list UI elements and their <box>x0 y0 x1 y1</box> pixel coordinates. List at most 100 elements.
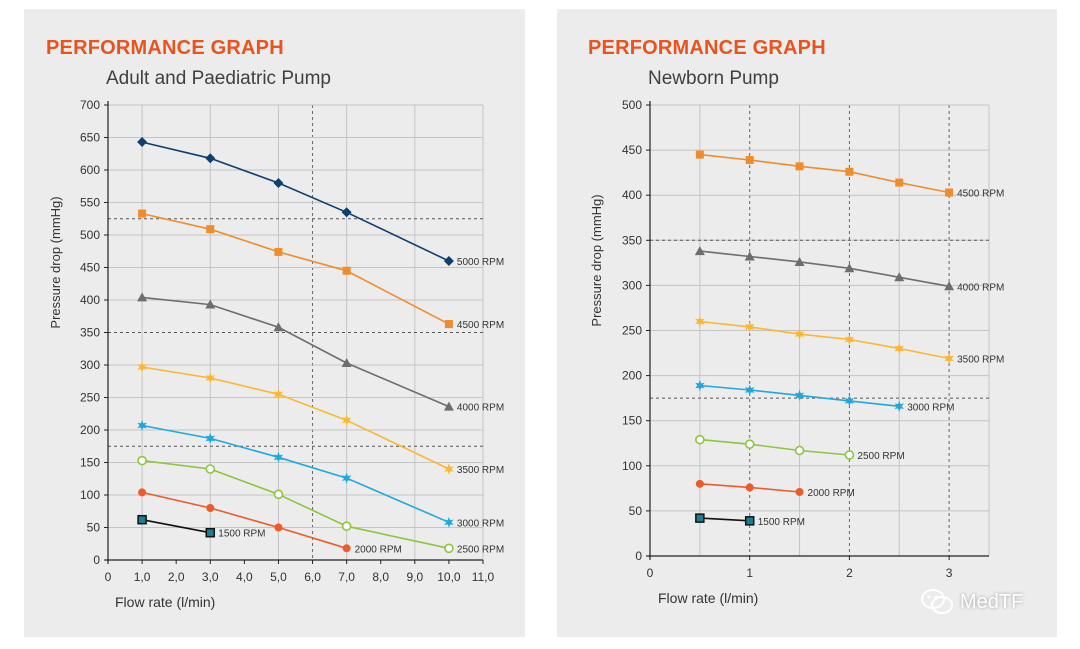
y-tick-label: 150 <box>622 414 642 428</box>
series-3500-rpm-marker <box>794 328 805 340</box>
y-tick-label: 50 <box>629 504 643 518</box>
series-3500-rpm-marker <box>205 372 215 384</box>
series-4500-rpm-marker <box>845 167 854 176</box>
series-4000-rpm-marker <box>844 263 855 273</box>
y-tick-label: 400 <box>80 293 100 307</box>
series-3500-rpm-label: 3500 RPM <box>457 465 504 476</box>
series-2500-rpm-marker <box>794 445 805 456</box>
y-tick-label: 300 <box>80 358 100 372</box>
y-tick-label: 650 <box>80 131 100 145</box>
series-4000-rpm-line <box>142 296 450 408</box>
series-4500-rpm-marker <box>695 150 704 159</box>
y-tick-label: 300 <box>622 278 642 292</box>
series-1500-rpm-line <box>699 517 750 522</box>
series-2000-rpm-marker <box>274 523 283 532</box>
series-2500-rpm-marker <box>205 464 216 474</box>
series-4500-rpm-marker <box>342 266 351 275</box>
x-tick-label: 7,0 <box>338 570 355 584</box>
y-tick-label: 350 <box>80 326 100 340</box>
chart-subtitle: Newborn Pump <box>648 68 779 89</box>
series-4500-rpm: 4500 RPM <box>138 209 504 331</box>
series-4000-rpm-marker <box>205 299 216 309</box>
series-5000-rpm-marker <box>205 153 216 164</box>
x-tick-label: 6,0 <box>304 570 321 584</box>
series-4000-rpm-marker <box>443 401 454 411</box>
series-3500-rpm: 3500 RPM <box>695 316 1004 365</box>
series-4500-rpm-marker <box>945 188 954 197</box>
series-4500-rpm-line <box>699 153 950 194</box>
y-tick-label: 450 <box>622 143 642 157</box>
series-2500-rpm-line <box>699 438 850 456</box>
series-2500-rpm-label: 2500 RPM <box>857 451 904 462</box>
chart-heading: PERFORMANCE GRAPH <box>588 37 826 59</box>
series-2500-rpm-marker <box>744 439 755 449</box>
series-3500-rpm-marker <box>894 343 904 354</box>
series-3000-rpm-marker <box>894 400 904 412</box>
series-3000-rpm: 3000 RPM <box>695 380 955 413</box>
x-tick-label: 11,0 <box>472 570 495 584</box>
series-2000-rpm-label: 2000 RPM <box>808 488 855 499</box>
series-4500-rpm-marker <box>444 320 453 329</box>
series-4000-rpm-marker <box>694 246 705 256</box>
y-tick-label: 250 <box>622 324 642 338</box>
series-1500-rpm: 1500 RPM <box>695 513 805 528</box>
series-4500-rpm-marker <box>274 247 283 256</box>
series-4000-rpm-marker <box>944 281 955 291</box>
series-2500-rpm-marker <box>844 450 855 460</box>
series-2000-rpm: 2000 RPM <box>138 488 402 555</box>
series-4500-rpm-marker <box>795 162 804 171</box>
series-3000-rpm-marker <box>444 516 454 528</box>
series-3000-rpm-line <box>141 424 450 524</box>
series-3500-rpm: 3500 RPM <box>137 361 504 476</box>
series-4500-rpm-marker <box>745 156 754 165</box>
series-3500-rpm-line <box>141 366 450 470</box>
series-1500-rpm-line <box>141 518 211 534</box>
series-3500-rpm-marker <box>844 334 855 345</box>
series-4500-rpm-marker <box>138 209 147 218</box>
series-2000-rpm-marker <box>138 488 147 497</box>
series-2000-rpm-marker <box>795 487 804 496</box>
series-3500-rpm-line <box>699 320 950 360</box>
x-tick-label: 3,0 <box>202 570 219 584</box>
series-3500-rpm-marker <box>944 353 954 364</box>
x-tick-label: 9,0 <box>406 570 423 584</box>
y-tick-label: 200 <box>80 423 100 437</box>
watermark-text: MedTF <box>960 590 1024 613</box>
series-3000-rpm-marker <box>744 384 755 396</box>
series-4000-rpm-label: 4000 RPM <box>457 403 504 414</box>
series-5000-rpm-marker <box>341 207 352 218</box>
series-4500-rpm-marker <box>206 225 215 234</box>
series-3000-rpm-marker <box>273 451 284 463</box>
x-tick-label: 10,0 <box>437 570 461 584</box>
y-tick-label: 500 <box>622 98 642 112</box>
series-5000-rpm-line <box>141 141 450 262</box>
y-tick-label: 150 <box>80 456 100 470</box>
series-4000-rpm: 4000 RPM <box>137 292 504 414</box>
y-tick-label: 250 <box>80 391 100 405</box>
x-tick-label: 1 <box>746 566 753 580</box>
series-2000-rpm: 2000 RPM <box>695 479 855 499</box>
series-4000-rpm-marker <box>273 322 284 332</box>
series-3500-rpm-marker <box>744 321 755 333</box>
series-2500-rpm-line <box>142 459 450 550</box>
series-3000-rpm-marker <box>794 389 805 401</box>
performance-chart-adult: 0 50 100 150 200 250 300 350 400 450 500 550 600 650 7… <box>48 98 504 610</box>
series-3500-rpm-marker <box>273 388 284 400</box>
series-2000-rpm-marker <box>745 483 754 492</box>
series-5000-rpm-marker <box>443 256 454 266</box>
series-3000-rpm-label: 3000 RPM <box>457 518 504 529</box>
series-2500-rpm: 2500 RPM <box>137 455 504 555</box>
series-5000-rpm-marker <box>137 137 148 148</box>
series-4500-rpm-marker <box>895 178 904 187</box>
y-tick-label: 350 <box>622 233 642 247</box>
series-1500-rpm-marker <box>744 516 755 526</box>
series-3000-rpm-marker <box>205 432 215 444</box>
series-3500-rpm-marker <box>137 361 147 373</box>
series-3500-rpm-marker <box>341 414 352 426</box>
series-1500-rpm: 1500 RPM <box>137 514 266 540</box>
series-2500-rpm-marker <box>273 489 284 500</box>
series-3500-rpm-marker <box>444 463 454 475</box>
y-axis-label: Pressure drop (mmHg) <box>48 196 63 328</box>
series-4500-rpm-label: 4500 RPM <box>457 320 504 331</box>
y-tick-label: 600 <box>80 163 100 177</box>
